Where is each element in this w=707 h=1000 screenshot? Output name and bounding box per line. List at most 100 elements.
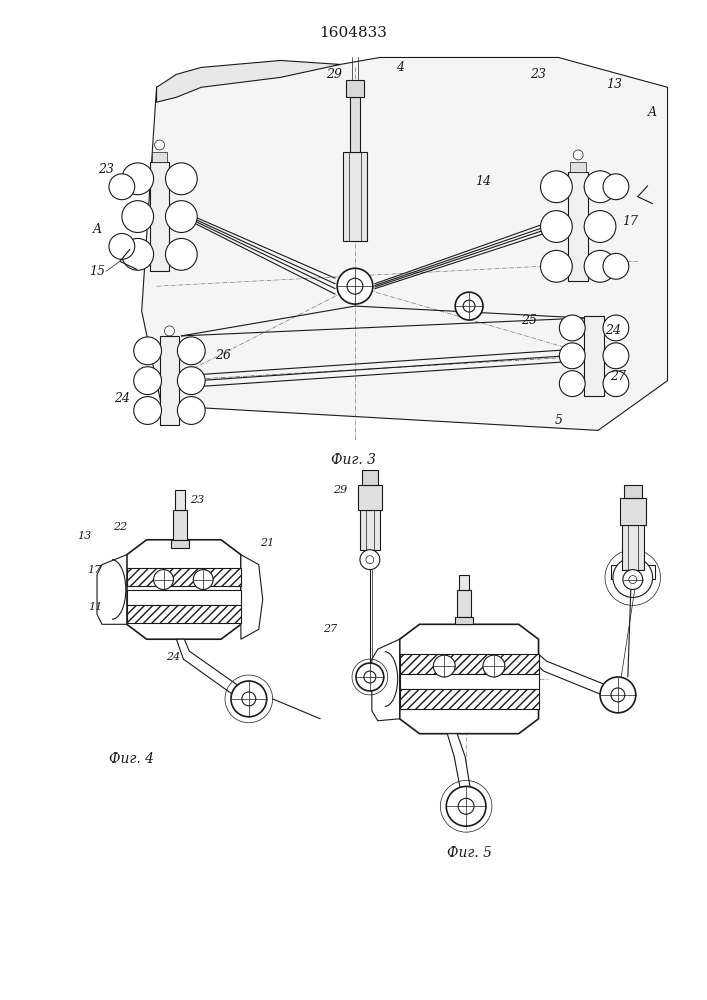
- Circle shape: [134, 337, 161, 365]
- Text: 24: 24: [605, 324, 621, 337]
- Circle shape: [177, 397, 205, 424]
- Circle shape: [603, 253, 629, 279]
- Bar: [160, 336, 180, 425]
- Polygon shape: [141, 57, 667, 430]
- Text: 5: 5: [554, 414, 562, 427]
- Circle shape: [433, 655, 455, 677]
- Circle shape: [337, 268, 373, 304]
- Circle shape: [611, 688, 625, 702]
- Text: 14: 14: [475, 175, 491, 188]
- Circle shape: [165, 163, 197, 195]
- Bar: [611, 565, 655, 579]
- Circle shape: [629, 576, 637, 584]
- Text: 24: 24: [166, 652, 180, 662]
- Text: Фиг. 3: Фиг. 3: [332, 453, 377, 467]
- Bar: [584, 316, 604, 396]
- Text: 22: 22: [112, 522, 127, 532]
- Text: 29: 29: [333, 485, 347, 495]
- Bar: [343, 152, 367, 241]
- Bar: [360, 510, 380, 550]
- Text: 26: 26: [215, 349, 231, 362]
- Circle shape: [165, 326, 175, 336]
- Circle shape: [153, 570, 173, 589]
- Circle shape: [231, 681, 267, 717]
- Circle shape: [584, 211, 616, 242]
- Text: Фиг. 5: Фиг. 5: [447, 846, 491, 860]
- Circle shape: [134, 397, 161, 424]
- Text: 27: 27: [610, 370, 626, 383]
- Circle shape: [134, 367, 161, 395]
- Bar: [459, 575, 469, 590]
- Text: 23: 23: [530, 68, 547, 81]
- Bar: [362, 470, 378, 485]
- Circle shape: [109, 174, 135, 200]
- Circle shape: [364, 671, 376, 683]
- Polygon shape: [399, 624, 539, 734]
- Circle shape: [366, 556, 374, 564]
- Bar: [151, 152, 168, 162]
- Circle shape: [177, 337, 205, 365]
- Circle shape: [122, 163, 153, 195]
- Text: 24: 24: [114, 392, 130, 405]
- Circle shape: [559, 315, 585, 341]
- Circle shape: [559, 343, 585, 369]
- Circle shape: [109, 233, 135, 259]
- Text: A: A: [93, 223, 102, 236]
- Polygon shape: [241, 555, 263, 639]
- Polygon shape: [156, 60, 340, 102]
- Text: 13: 13: [606, 78, 622, 91]
- Bar: [399, 689, 539, 709]
- Circle shape: [573, 150, 583, 160]
- Text: 27: 27: [323, 624, 337, 634]
- Circle shape: [600, 677, 636, 713]
- Circle shape: [177, 367, 205, 395]
- Bar: [175, 490, 185, 510]
- Circle shape: [613, 558, 653, 597]
- Circle shape: [603, 315, 629, 341]
- Text: 13: 13: [77, 531, 91, 541]
- Bar: [624, 485, 642, 498]
- Text: 15: 15: [89, 265, 105, 278]
- Bar: [127, 568, 241, 586]
- Bar: [127, 605, 241, 623]
- Bar: [399, 674, 539, 689]
- Circle shape: [122, 238, 153, 270]
- Bar: [350, 97, 360, 152]
- Bar: [358, 485, 382, 510]
- Circle shape: [541, 171, 572, 203]
- Circle shape: [541, 211, 572, 242]
- Circle shape: [165, 238, 197, 270]
- Circle shape: [356, 663, 384, 691]
- Circle shape: [603, 371, 629, 397]
- Polygon shape: [177, 639, 246, 699]
- Bar: [620, 498, 645, 525]
- Circle shape: [623, 570, 643, 589]
- Polygon shape: [127, 540, 241, 639]
- Text: Фиг. 4: Фиг. 4: [110, 752, 154, 766]
- Circle shape: [603, 174, 629, 200]
- Circle shape: [155, 140, 165, 150]
- Text: 1604833: 1604833: [319, 26, 387, 40]
- Circle shape: [193, 570, 213, 589]
- Text: 23: 23: [190, 495, 204, 505]
- Circle shape: [455, 292, 483, 320]
- Bar: [173, 510, 187, 540]
- Bar: [127, 589, 241, 605]
- Circle shape: [463, 300, 475, 312]
- Bar: [171, 540, 189, 548]
- Bar: [622, 525, 643, 570]
- Circle shape: [483, 655, 505, 677]
- Circle shape: [458, 798, 474, 814]
- Bar: [346, 80, 364, 97]
- Circle shape: [603, 343, 629, 369]
- Bar: [457, 589, 471, 617]
- Circle shape: [446, 786, 486, 826]
- Polygon shape: [372, 639, 399, 721]
- Text: 4: 4: [396, 61, 404, 74]
- Bar: [571, 162, 586, 172]
- Circle shape: [584, 171, 616, 203]
- Bar: [455, 617, 473, 624]
- Polygon shape: [448, 734, 471, 793]
- Polygon shape: [97, 555, 127, 624]
- Text: 21: 21: [259, 538, 274, 548]
